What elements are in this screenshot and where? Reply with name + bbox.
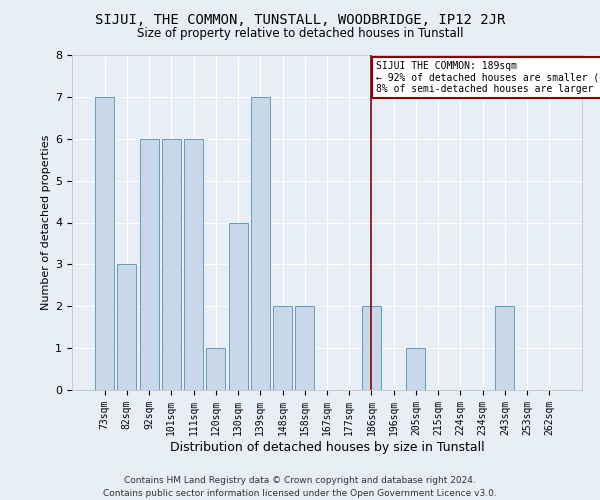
- Y-axis label: Number of detached properties: Number of detached properties: [41, 135, 51, 310]
- Text: SIJUI THE COMMON: 189sqm
← 92% of detached houses are smaller (45)
8% of semi-de: SIJUI THE COMMON: 189sqm ← 92% of detach…: [376, 62, 600, 94]
- X-axis label: Distribution of detached houses by size in Tunstall: Distribution of detached houses by size …: [170, 440, 484, 454]
- Bar: [206, 348, 225, 390]
- Bar: [406, 348, 425, 390]
- Bar: [251, 97, 270, 390]
- Bar: [229, 222, 248, 390]
- Bar: [295, 306, 314, 390]
- Bar: [362, 306, 381, 390]
- Bar: [140, 138, 158, 390]
- Bar: [273, 306, 292, 390]
- Bar: [95, 97, 114, 390]
- Text: SIJUI, THE COMMON, TUNSTALL, WOODBRIDGE, IP12 2JR: SIJUI, THE COMMON, TUNSTALL, WOODBRIDGE,…: [95, 12, 505, 26]
- Text: Contains HM Land Registry data © Crown copyright and database right 2024.
Contai: Contains HM Land Registry data © Crown c…: [103, 476, 497, 498]
- Bar: [496, 306, 514, 390]
- Bar: [162, 138, 181, 390]
- Bar: [118, 264, 136, 390]
- Text: Size of property relative to detached houses in Tunstall: Size of property relative to detached ho…: [137, 28, 463, 40]
- Bar: [184, 138, 203, 390]
